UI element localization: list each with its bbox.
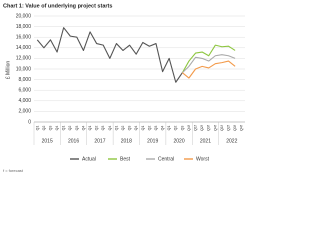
x-tick-label: Q4f xyxy=(213,125,217,131)
x-tick-label: Q4f xyxy=(187,125,191,131)
year-label: 2020 xyxy=(174,138,185,144)
legend-label: Best xyxy=(120,156,131,162)
y-tick-label: 4,000 xyxy=(18,98,31,104)
series-line xyxy=(182,60,236,79)
y-tick-label: 6,000 xyxy=(18,88,31,94)
x-tick-label: Q2 xyxy=(42,126,46,131)
year-label: 2018 xyxy=(121,138,132,144)
x-tick-label: Q4f xyxy=(240,125,244,131)
x-tick-label: Q1 xyxy=(88,126,92,131)
x-tick-label: Q1 xyxy=(62,126,66,131)
x-tick-label: Q3 xyxy=(101,126,105,131)
legend-label: Actual xyxy=(82,156,96,162)
x-tick-label: Q1f xyxy=(194,125,198,131)
x-tick-label: Q3f xyxy=(233,125,237,131)
x-tick-label: Q2 xyxy=(174,126,178,131)
x-tick-label: Q2f xyxy=(226,125,230,131)
x-tick-label: Q2 xyxy=(147,126,151,131)
x-tick-label: Q2f xyxy=(200,125,204,131)
y-tick-label: 8,000 xyxy=(18,77,31,83)
y-tick-label: 10,000 xyxy=(16,66,32,72)
x-tick-label: Q3 xyxy=(75,126,79,131)
series-line xyxy=(181,44,236,73)
year-label: 2021 xyxy=(200,138,211,144)
year-label: 2017 xyxy=(94,138,105,144)
x-tick-label: Q3 xyxy=(180,126,184,131)
x-tick-label: Q3 xyxy=(48,126,52,131)
year-label: 2015 xyxy=(42,138,53,144)
x-tick-label: Q1 xyxy=(114,126,118,131)
y-tick-label: 2,000 xyxy=(18,109,31,115)
x-tick-label: Q1 xyxy=(141,126,145,131)
x-tick-label: Q4 xyxy=(55,126,59,131)
x-tick-label: Q2 xyxy=(95,126,99,131)
y-tick-label: 18,000 xyxy=(16,24,32,30)
x-tick-label: Q4 xyxy=(161,126,165,131)
x-tick-label: Q2 xyxy=(68,126,72,131)
x-tick-label: Q4 xyxy=(81,126,85,131)
y-tick-label: 14,000 xyxy=(16,45,32,51)
x-tick-label: Q1 xyxy=(35,126,39,131)
y-tick-label: 20,000 xyxy=(16,13,32,19)
series-line xyxy=(36,27,183,83)
legend-label: Worst xyxy=(196,156,210,162)
x-tick-label: Q3 xyxy=(128,126,132,131)
y-tick-label: 16,000 xyxy=(16,35,32,41)
chart: Chart 1: Value of underlying project sta… xyxy=(3,3,245,173)
y-tick-label: 12,000 xyxy=(16,56,32,62)
x-tick-label: Q2 xyxy=(121,126,125,131)
x-tick-label: Q4 xyxy=(134,126,138,131)
footnote: f = forecast xyxy=(3,168,24,173)
year-label: 2016 xyxy=(68,138,79,144)
series-line xyxy=(181,54,236,74)
legend-label: Central xyxy=(158,156,174,162)
x-tick-label: Q1 xyxy=(167,126,171,131)
y-axis-label: £ Million xyxy=(5,61,11,80)
y-tick-label: 0 xyxy=(28,119,31,125)
x-tick-label: Q1f xyxy=(220,125,224,131)
year-label: 2019 xyxy=(147,138,158,144)
chart-title: Chart 1: Value of underlying project sta… xyxy=(3,3,112,9)
x-tick-label: Q3 xyxy=(154,126,158,131)
year-label: 2022 xyxy=(226,138,237,144)
x-tick-label: Q4 xyxy=(108,126,112,131)
x-tick-label: Q3f xyxy=(207,125,211,131)
